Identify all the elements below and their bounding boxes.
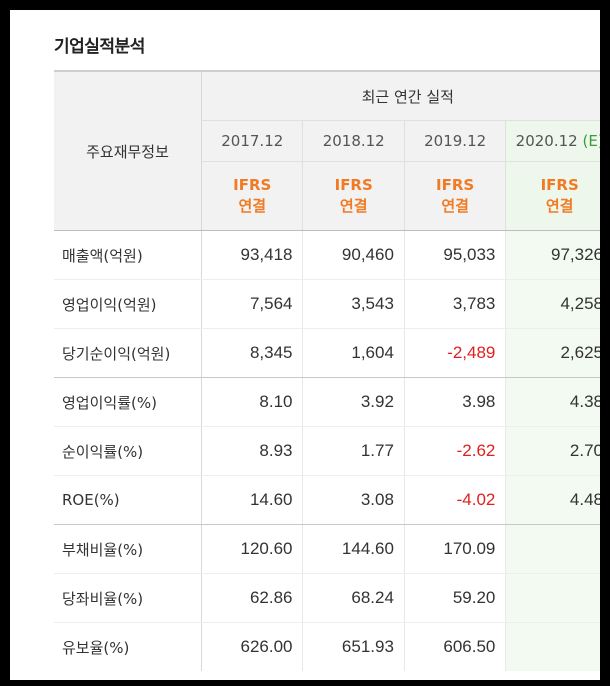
- table-row: 순이익률(%) 8.93 1.77 -2.62 2.70: [54, 426, 600, 476]
- value-cell: 4,258: [505, 279, 600, 329]
- row-label: 유보율(%): [54, 622, 203, 671]
- value-cell: -2,489: [404, 328, 507, 378]
- row-label: 매출액(억원): [54, 230, 203, 280]
- value-cell: 90,460: [302, 230, 405, 280]
- value-cell: 651.93: [302, 622, 405, 671]
- value-cell: [505, 573, 600, 623]
- value-cell: 3.08: [302, 475, 405, 525]
- table-row: ROE(%) 14.60 3.08 -4.02 4.48: [54, 475, 600, 525]
- period-2020-estimate-header[interactable]: 2020.12 (E): [505, 120, 600, 162]
- value-cell: 8,345: [201, 328, 304, 378]
- value-cell: 95,033: [404, 230, 507, 280]
- table-row: 영업이익(억원) 7,564 3,543 3,783 4,258: [54, 279, 600, 329]
- value-cell: 14.60: [201, 475, 304, 525]
- table-row: 당기순이익(억원) 8,345 1,604 -2,489 2,625: [54, 328, 600, 378]
- value-cell: 3,543: [302, 279, 405, 329]
- value-cell: 4.38: [505, 377, 600, 427]
- value-cell: 4.48: [505, 475, 600, 525]
- value-cell: 68.24: [302, 573, 405, 623]
- row-label: ROE(%): [54, 475, 203, 525]
- value-cell: -4.02: [404, 475, 507, 525]
- financial-table: 주요재무정보 최근 연간 실적 2017.12 2018.12 2019.12 …: [54, 70, 600, 671]
- estimate-marker: (E): [582, 132, 600, 150]
- value-cell: 2,625: [505, 328, 600, 378]
- value-cell: 3.92: [302, 377, 405, 427]
- value-cell: -2.62: [404, 426, 507, 476]
- section-title: 기업실적분석: [54, 37, 145, 57]
- value-cell: 59.20: [404, 573, 507, 623]
- value-cell: 2.70: [505, 426, 600, 476]
- row-label: 순이익률(%): [54, 426, 203, 476]
- value-cell: 1.77: [302, 426, 405, 476]
- value-cell: 606.50: [404, 622, 507, 671]
- period-2017-header[interactable]: 2017.12: [201, 120, 304, 162]
- value-cell: 3.98: [404, 377, 507, 427]
- value-cell: 62.86: [201, 573, 304, 623]
- table-body: 매출액(억원) 93,418 90,460 95,033 97,326 영업이익(억원) 7…: [54, 230, 600, 671]
- row-label: 영업이익률(%): [54, 377, 203, 427]
- row-label: 당좌비율(%): [54, 573, 203, 623]
- value-cell: 170.09: [404, 524, 507, 574]
- table-row: 유보율(%) 626.00 651.93 606.50: [54, 622, 600, 671]
- table-row: 부채비율(%) 120.60 144.60 170.09: [54, 524, 600, 574]
- standard-label-2018: IFRS 연결: [302, 161, 405, 231]
- table-row: 영업이익률(%) 8.10 3.92 3.98 4.38: [54, 377, 600, 427]
- value-cell: 120.60: [201, 524, 304, 574]
- period-2018-header[interactable]: 2018.12: [302, 120, 405, 162]
- row-label: 당기순이익(억원): [54, 328, 203, 378]
- value-cell: 97,326: [505, 230, 600, 280]
- table-row: 매출액(억원) 93,418 90,460 95,033 97,326: [54, 230, 600, 280]
- corner-label: 주요재무정보: [54, 70, 203, 231]
- row-label: 영업이익(억원): [54, 279, 203, 329]
- standard-label-2017: IFRS 연결: [201, 161, 304, 231]
- value-cell: 626.00: [201, 622, 304, 671]
- value-cell: 1,604: [302, 328, 405, 378]
- window-frame: 기업실적분석 주요재무정보 최근 연간 실적 2017.12 2018.12 2…: [10, 10, 600, 680]
- standard-label-2019: IFRS 연결: [404, 161, 507, 231]
- period-2019-header[interactable]: 2019.12: [404, 120, 507, 162]
- value-cell: [505, 524, 600, 574]
- value-cell: 93,418: [201, 230, 304, 280]
- value-cell: [505, 622, 600, 671]
- table-row: 당좌비율(%) 62.86 68.24 59.20: [54, 573, 600, 623]
- value-cell: 7,564: [201, 279, 304, 329]
- standard-label-2020: IFRS 연결: [505, 161, 600, 231]
- value-cell: 144.60: [302, 524, 405, 574]
- row-label: 부채비율(%): [54, 524, 203, 574]
- group-header: 최근 연간 실적: [201, 70, 600, 121]
- value-cell: 8.10: [201, 377, 304, 427]
- value-cell: 3,783: [404, 279, 507, 329]
- value-cell: 8.93: [201, 426, 304, 476]
